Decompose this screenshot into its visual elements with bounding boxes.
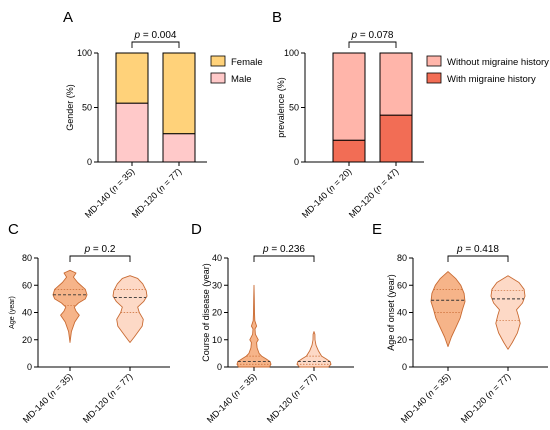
category-label: MD-140 (n = 35) [399, 371, 453, 425]
y-tick-label: 40 [397, 308, 407, 318]
y-tick-label: 80 [397, 253, 407, 263]
panel-letter: E [372, 221, 382, 238]
category-label: MD-120 (n = 47) [347, 166, 401, 220]
y-axis-label: Age (year) [9, 296, 16, 329]
bar-segment [162, 52, 196, 135]
category-label: MD-120 (n = 77) [130, 166, 184, 220]
category-label: MD-140 (n = 20) [300, 166, 354, 220]
category-label: MD-120 (n = 77) [265, 371, 319, 425]
p-value-label: p = 0.418 [456, 244, 499, 255]
y-tick-label: 100 [284, 48, 299, 58]
y-axis-label: Age of onset (year) [386, 274, 396, 351]
panel-e: E 0 20 40 60 80 Age of onset (year) MD-140 (n =… [372, 221, 548, 425]
significance-bracket [253, 255, 315, 262]
y-tick-label: 50 [82, 103, 92, 113]
panel-b: B 0 50 100 prevalence (%) Without migraine hi… [272, 9, 549, 220]
significance-bracket [131, 41, 180, 48]
panel-letter: B [272, 9, 282, 26]
p-value-label: p = 0.004 [134, 30, 177, 41]
violin-shape [490, 275, 526, 350]
panel-a: A 0 50 100 Gender (%) Female Male MD-140 (n = 3… [63, 9, 263, 220]
bar-segment [162, 133, 196, 163]
violin-shape [430, 271, 466, 348]
significance-bracket [447, 255, 509, 262]
y-tick-label: 40 [212, 253, 222, 263]
category-label: MD-140 (n = 35) [21, 371, 75, 425]
y-tick-label: 60 [397, 280, 407, 290]
y-tick-label: 20 [22, 335, 32, 345]
panel-letter: A [63, 9, 73, 26]
p-value-label: p = 0.236 [262, 244, 305, 255]
bar-segment [379, 52, 413, 116]
legend-swatch [426, 72, 442, 84]
category-label: MD-120 (n = 77) [81, 371, 135, 425]
bar-segment [332, 139, 366, 163]
p-value-label: p = 0.078 [351, 30, 394, 41]
legend-swatch [426, 55, 442, 67]
y-tick-label: 100 [77, 48, 92, 58]
violin-shape [52, 269, 88, 343]
y-axis-label: Course of disease (year) [201, 263, 211, 362]
bar-segment [379, 114, 413, 163]
violin-shape [236, 284, 272, 368]
legend-label: Without migraine history [447, 57, 549, 68]
y-tick-label: 20 [397, 335, 407, 345]
y-tick-label: 80 [22, 253, 32, 263]
bar-segment [332, 52, 366, 141]
y-tick-label: 60 [22, 280, 32, 290]
panel-letter: C [8, 221, 19, 238]
bar-segment [115, 52, 149, 104]
p-value-label: p = 0.2 [84, 244, 116, 255]
legend-label: Male [231, 74, 252, 85]
legend-swatch [210, 72, 226, 84]
y-tick-label: 50 [289, 103, 299, 113]
legend-label: Female [231, 57, 263, 68]
category-label: MD-120 (n = 77) [459, 371, 513, 425]
y-tick-label: 0 [27, 362, 32, 372]
y-tick-label: 0 [217, 362, 222, 372]
y-tick-label: 0 [87, 157, 92, 167]
legend-label: With migraine history [447, 74, 536, 85]
significance-bracket [69, 255, 131, 262]
y-tick-label: 20 [212, 308, 222, 318]
panel-letter: D [191, 221, 202, 238]
y-axis-label: prevalence (%) [276, 77, 286, 138]
y-axis-label: Gender (%) [65, 84, 75, 131]
y-tick-label: 0 [402, 362, 407, 372]
significance-bracket [348, 41, 397, 48]
y-tick-label: 0 [294, 157, 299, 167]
y-tick-label: 40 [22, 308, 32, 318]
bar-segment [115, 102, 149, 163]
legend-swatch [210, 55, 226, 67]
category-label: MD-140 (n = 35) [83, 166, 137, 220]
y-tick-label: 10 [212, 335, 222, 345]
violin-shape [112, 275, 148, 343]
y-tick-label: 30 [212, 280, 222, 290]
panel-c: C 0 20 40 60 80 Age (year) MD-140 (n = 35)MD-12… [8, 221, 170, 425]
category-label: MD-140 (n = 35) [205, 371, 259, 425]
